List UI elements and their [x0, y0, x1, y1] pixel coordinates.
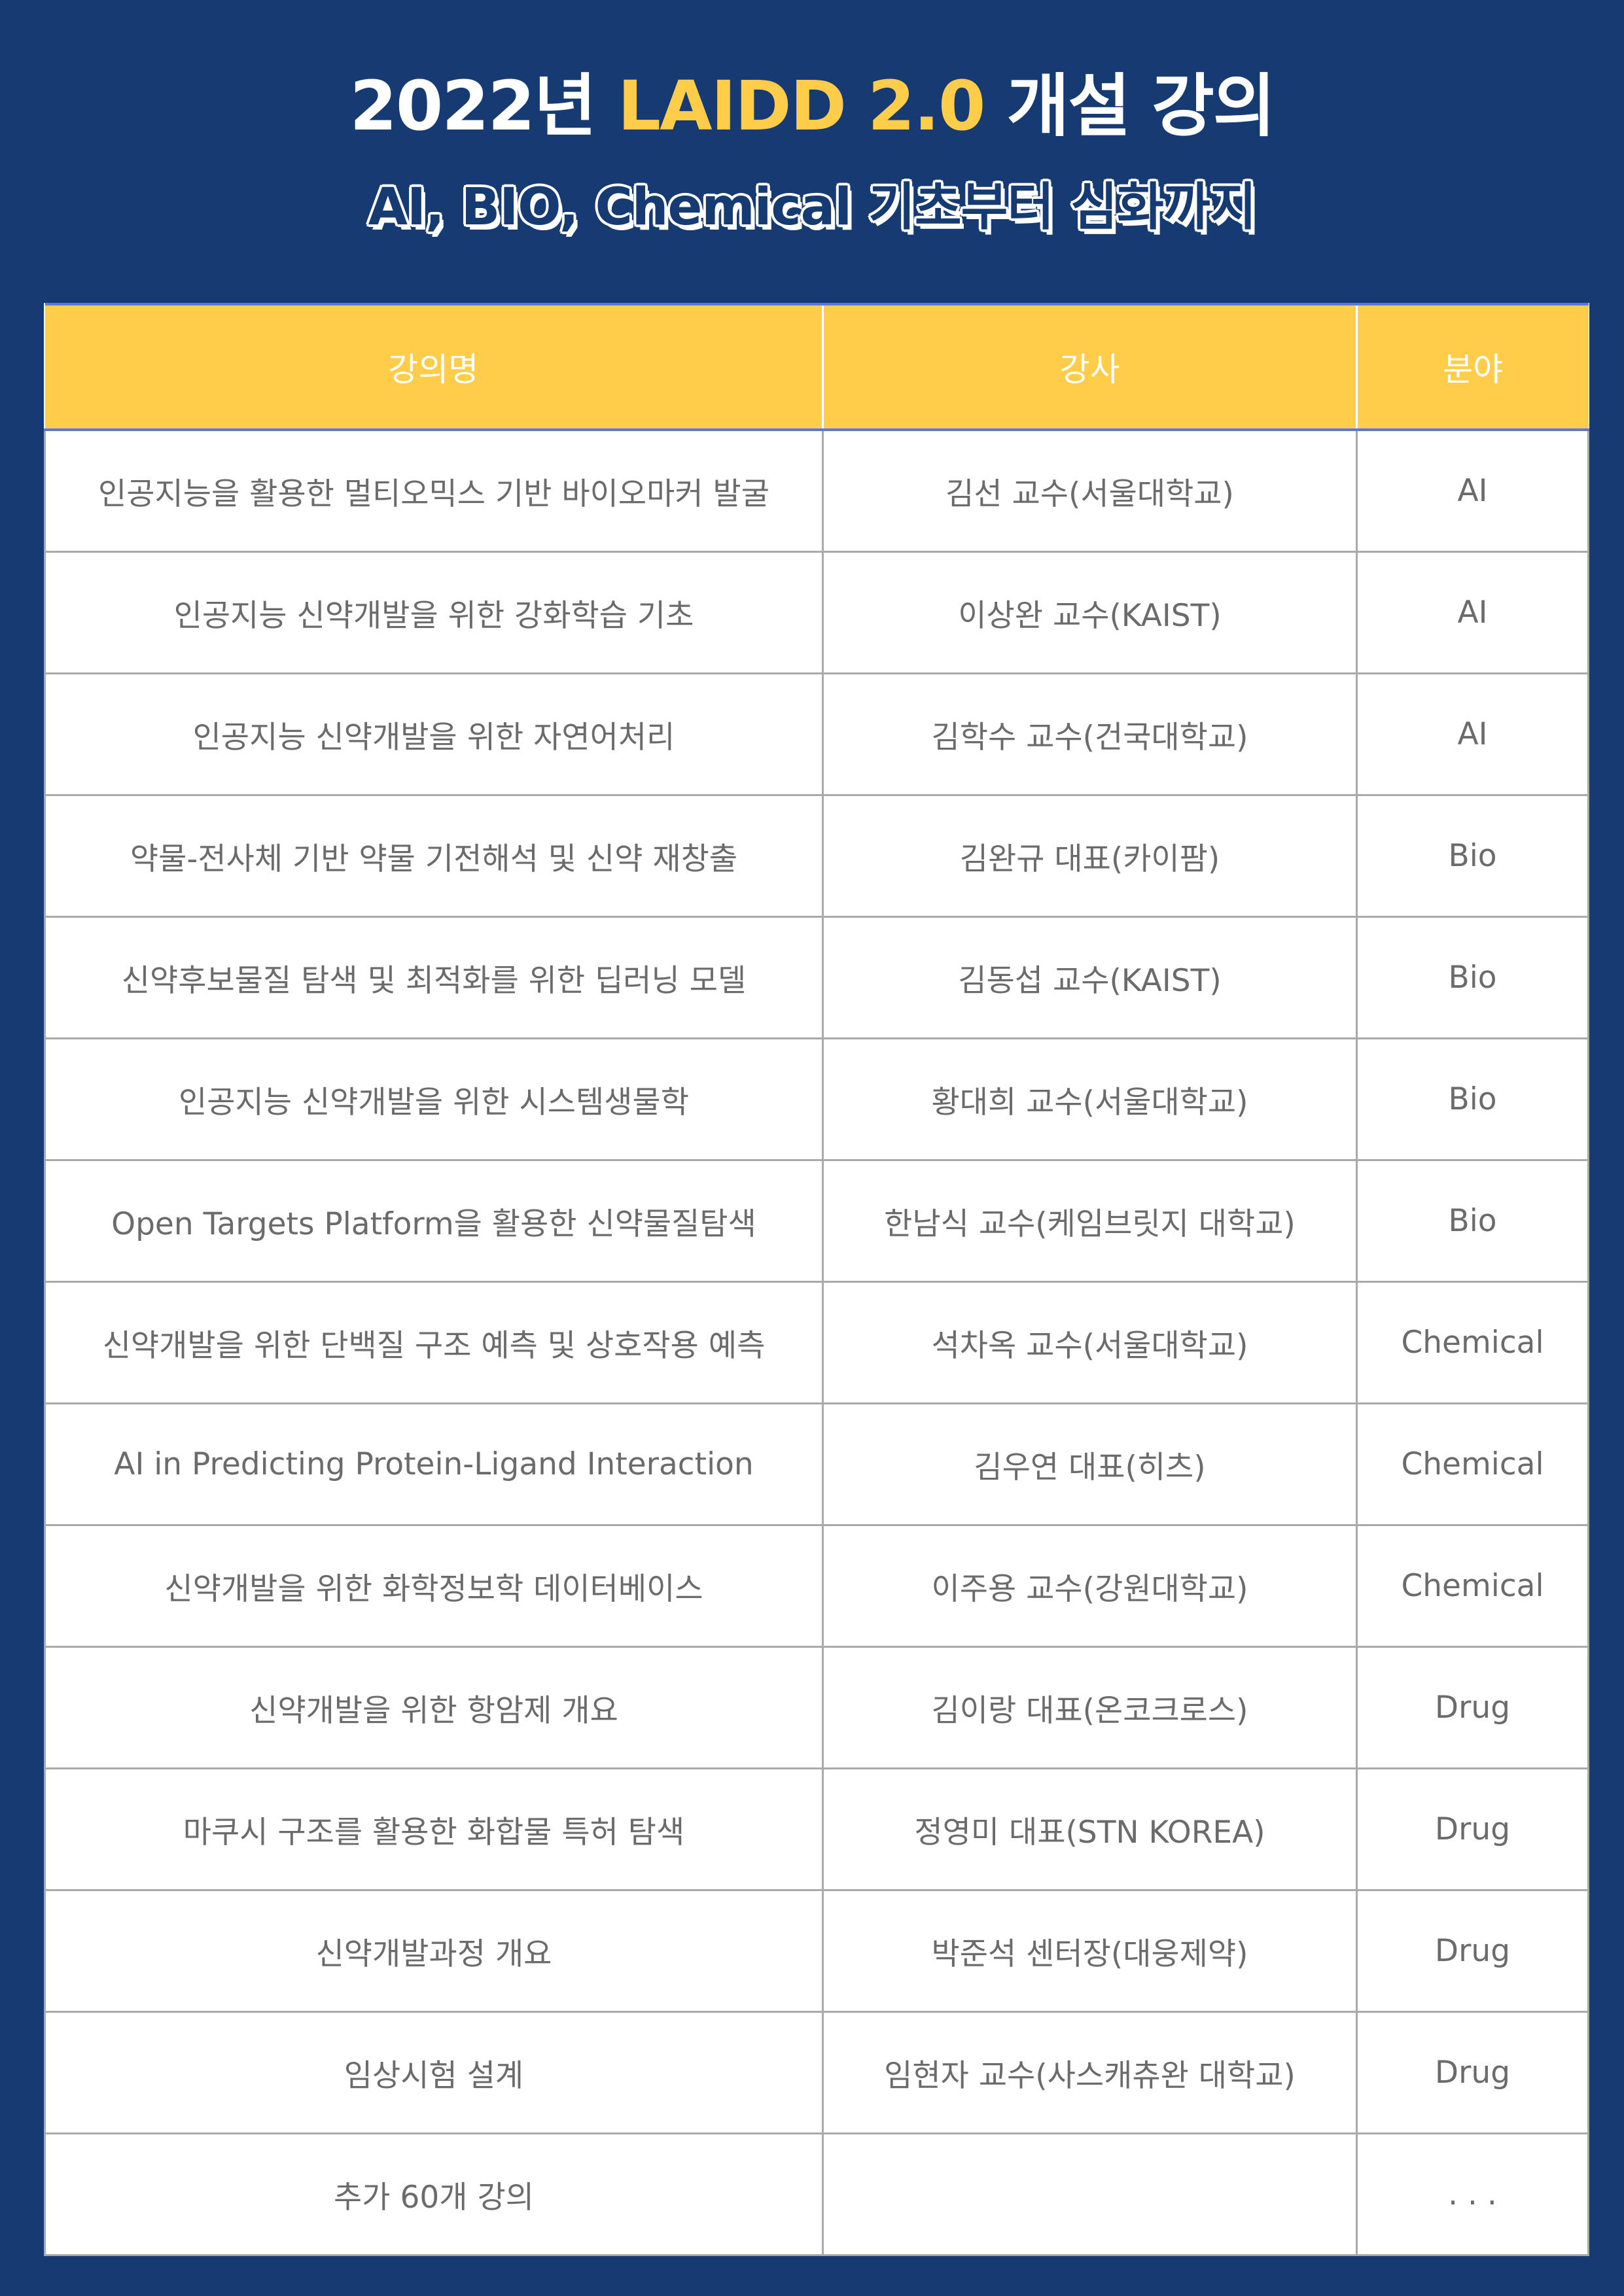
lecture-name-cell: 인공지능 신약개발을 위한 시스템생물학	[44, 1037, 824, 1161]
lecture-name-cell: 임상시험 설계	[44, 2011, 824, 2134]
table-row: 신약개발을 위한 단백질 구조 예측 및 상호작용 예측 석차옥 교수(서울대학교…	[44, 1281, 1589, 1404]
instructor-cell: 김이랑 대표(온코크로스)	[822, 1646, 1358, 1769]
table-row: 인공지능 신약개발을 위한 자연어처리 김학수 교수(건국대학교) AI	[44, 672, 1589, 796]
lecture-name-cell: AI in Predicting Protein-Ligand Interact…	[44, 1402, 824, 1526]
field-cell: AI	[1356, 672, 1589, 796]
field-cell: Drug	[1356, 2011, 1589, 2134]
table-row: 임상시험 설계 임현자 교수(사스캐츄완 대학교) Drug	[44, 2011, 1589, 2134]
table-row: 인공지능 신약개발을 위한 시스템생물학 황대희 교수(서울대학교) Bio	[44, 1037, 1589, 1161]
lecture-name-cell: 인공지능을 활용한 멀티오믹스 기반 바이오마커 발굴	[44, 428, 824, 553]
field-cell: Bio	[1356, 1159, 1589, 1283]
lecture-name-cell: 신약개발을 위한 단백질 구조 예측 및 상호작용 예측	[44, 1281, 824, 1404]
field-cell: Chemical	[1356, 1524, 1589, 1648]
table-row: 신약개발을 위한 항암제 개요 김이랑 대표(온코크로스) Drug	[44, 1646, 1589, 1769]
instructor-cell: 이주용 교수(강원대학교)	[822, 1524, 1358, 1648]
lecture-name-cell: 약물-전사체 기반 약물 기전해석 및 신약 재창출	[44, 794, 824, 918]
lecture-name-cell: 신약개발을 위한 화학정보학 데이터베이스	[44, 1524, 824, 1648]
field-cell: Chemical	[1356, 1402, 1589, 1526]
header-lecture-name: 강의명	[44, 303, 824, 431]
field-cell: Bio	[1356, 916, 1589, 1039]
field-cell: Bio	[1356, 794, 1589, 918]
title-highlight: LAIDD 2.0	[617, 66, 986, 146]
table-row: 인공지능 신약개발을 위한 강화학습 기초 이상완 교수(KAIST) AI	[44, 551, 1589, 674]
field-cell: Drug	[1356, 1889, 1589, 2013]
table-row: 추가 60개 강의 . . .	[44, 2132, 1589, 2256]
lecture-name-cell: 인공지능 신약개발을 위한 자연어처리	[44, 672, 824, 796]
instructor-cell: 박준석 센터장(대웅제약)	[822, 1889, 1358, 2013]
title-prefix: 2022년	[349, 66, 618, 146]
field-cell: AI	[1356, 428, 1589, 553]
lecture-name-cell: 신약후보물질 탐색 및 최적화를 위한 딥러닝 모델	[44, 916, 824, 1039]
instructor-cell: 이상완 교수(KAIST)	[822, 551, 1358, 674]
header-instructor: 강사	[822, 303, 1358, 431]
field-cell: Drug	[1356, 1767, 1589, 1891]
field-cell: AI	[1356, 551, 1589, 674]
table-row: Open Targets Platform을 활용한 신약물질탐색 한남식 교수(…	[44, 1159, 1589, 1283]
table-header-row: 강의명 강사 분야	[44, 303, 1589, 431]
field-cell: Chemical	[1356, 1281, 1589, 1404]
table-row: 마쿠시 구조를 활용한 화합물 특허 탐색 정영미 대표(STN KOREA) Dr…	[44, 1767, 1589, 1891]
field-cell: . . .	[1356, 2132, 1589, 2256]
lecture-table: 강의명 강사 분야 인공지능을 활용한 멀티오믹스 기반 바이오마커 발굴 김선 …	[44, 303, 1589, 2256]
table-row: 신약개발을 위한 화학정보학 데이터베이스 이주용 교수(강원대학교) Chemic…	[44, 1524, 1589, 1648]
title-suffix: 개설 강의	[984, 66, 1276, 146]
table-row: 신약후보물질 탐색 및 최적화를 위한 딥러닝 모델 김동섭 교수(KAIST) B…	[44, 916, 1589, 1039]
instructor-cell: 김완규 대표(카이팜)	[822, 794, 1358, 918]
page-subtitle: AI, BIO, Chemical 기초부터 심화까지	[368, 178, 1257, 237]
lecture-name-cell: 마쿠시 구조를 활용한 화합물 특허 탐색	[44, 1767, 824, 1891]
instructor-cell: 정영미 대표(STN KOREA)	[822, 1767, 1358, 1891]
instructor-cell	[822, 2132, 1358, 2256]
lecture-name-cell: 인공지능 신약개발을 위한 강화학습 기초	[44, 551, 824, 674]
instructor-cell: 김우연 대표(히츠)	[822, 1402, 1358, 1526]
lecture-name-cell: 신약개발과정 개요	[44, 1889, 824, 2013]
header-field: 분야	[1356, 303, 1589, 431]
instructor-cell: 석차옥 교수(서울대학교)	[822, 1281, 1358, 1404]
instructor-cell: 김동섭 교수(KAIST)	[822, 916, 1358, 1039]
table-row: 신약개발과정 개요 박준석 센터장(대웅제약) Drug	[44, 1889, 1589, 2013]
field-cell: Bio	[1356, 1037, 1589, 1161]
lecture-name-cell: 추가 60개 강의	[44, 2132, 824, 2256]
page-title: 2022년 LAIDD 2.0 개설 강의	[0, 72, 1624, 140]
instructor-cell: 김학수 교수(건국대학교)	[822, 672, 1358, 796]
field-cell: Drug	[1356, 1646, 1589, 1769]
lecture-name-cell: 신약개발을 위한 항암제 개요	[44, 1646, 824, 1769]
instructor-cell: 한남식 교수(케임브릿지 대학교)	[822, 1159, 1358, 1283]
table-row: 인공지능을 활용한 멀티오믹스 기반 바이오마커 발굴 김선 교수(서울대학교) A…	[44, 428, 1589, 553]
table-row: AI in Predicting Protein-Ligand Interact…	[44, 1402, 1589, 1526]
lecture-name-cell: Open Targets Platform을 활용한 신약물질탐색	[44, 1159, 824, 1283]
instructor-cell: 김선 교수(서울대학교)	[822, 428, 1358, 553]
instructor-cell: 임현자 교수(사스캐츄완 대학교)	[822, 2011, 1358, 2134]
table-row: 약물-전사체 기반 약물 기전해석 및 신약 재창출 김완규 대표(카이팜) Bio	[44, 794, 1589, 918]
instructor-cell: 황대희 교수(서울대학교)	[822, 1037, 1358, 1161]
